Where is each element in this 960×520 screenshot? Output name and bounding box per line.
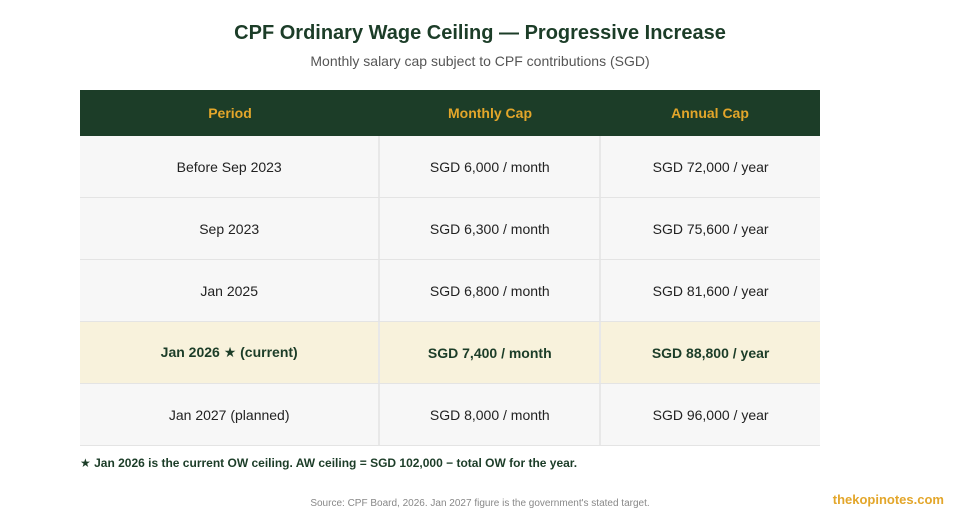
table-row: Jan 2027 (planned) SGD 8,000 / month SGD… xyxy=(80,384,820,446)
cell-period: Sep 2023 xyxy=(199,220,260,237)
cell-period: Jan 2027 (planned) xyxy=(168,406,290,423)
cell-monthly-cap: SGD 6,000 / month xyxy=(378,136,599,197)
source-note: Source: CPF Board, 2026. Jan 2027 figure… xyxy=(310,498,650,509)
site-watermark: thekopinotes.com xyxy=(832,492,944,507)
cell-annual-cap: SGD 72,000 / year xyxy=(599,136,820,197)
page-title: CPF Ordinary Wage Ceiling — Progressive … xyxy=(234,22,726,44)
column-header-monthly-cap: Monthly Cap xyxy=(448,105,532,121)
cell-annual-cap: SGD 96,000 / year xyxy=(599,384,820,445)
table-row: Before Sep 2023 SGD 6,000 / month SGD 72… xyxy=(80,136,820,198)
cell-period: Jan 2026 ★ (current) xyxy=(160,344,298,360)
cell-monthly-cap: SGD 6,800 / month xyxy=(378,260,599,321)
table-header: Period Monthly Cap Annual Cap xyxy=(80,90,820,136)
cell-monthly-cap: SGD 6,300 / month xyxy=(378,198,599,259)
wage-ceiling-table: Period Monthly Cap Annual Cap Before Sep… xyxy=(80,90,820,446)
footnote: ★ Jan 2026 is the current OW ceiling. AW… xyxy=(80,456,578,470)
cell-monthly-cap: SGD 8,000 / month xyxy=(378,384,599,445)
column-header-annual-cap: Annual Cap xyxy=(671,105,749,121)
cell-period: Jan 2025 xyxy=(200,282,258,299)
cell-monthly-cap: SGD 7,400 / month xyxy=(378,322,599,383)
cell-annual-cap: SGD 81,600 / year xyxy=(599,260,820,321)
table-row-current: Jan 2026 ★ (current) SGD 7,400 / month S… xyxy=(80,322,820,384)
column-header-period: Period xyxy=(208,105,252,121)
page-subtitle: Monthly salary cap subject to CPF contri… xyxy=(310,53,650,69)
cell-annual-cap: SGD 88,800 / year xyxy=(599,322,820,383)
table-row: Jan 2025 SGD 6,800 / month SGD 81,600 / … xyxy=(80,260,820,322)
cell-annual-cap: SGD 75,600 / year xyxy=(599,198,820,259)
cell-period: Before Sep 2023 xyxy=(176,158,282,175)
table-row: Sep 2023 SGD 6,300 / month SGD 75,600 / … xyxy=(80,198,820,260)
